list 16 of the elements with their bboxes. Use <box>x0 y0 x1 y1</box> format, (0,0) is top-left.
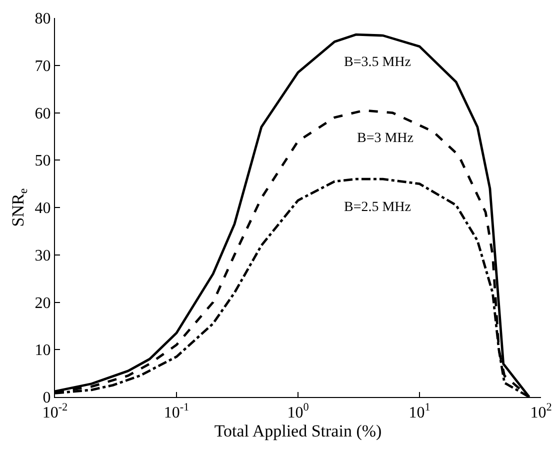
x-axis-title: Total Applied Strain (%) <box>214 422 382 441</box>
x-tick-label: 10$^{-1}$ <box>164 402 190 422</box>
series-label: B=2.5 MHz <box>344 200 412 215</box>
y-tick-label: 80 <box>34 10 51 28</box>
y-tick-label: 20 <box>34 294 51 312</box>
y-tick-label: 60 <box>34 105 51 122</box>
y-tick-label: 40 <box>34 200 51 218</box>
y-tick-label: 10 <box>34 342 51 360</box>
x-tick-label: 10$^{1}$ <box>408 402 430 422</box>
x-tick-label: 10$^{2}$ <box>530 402 552 422</box>
y-tick-label: 50 <box>34 152 51 170</box>
series-label: B=3.5 MHz <box>344 55 412 70</box>
y-tick-label: 30 <box>34 247 51 264</box>
y-tick-label: 70 <box>34 58 51 75</box>
x-tick-label: 10$^{0}$ <box>287 402 310 422</box>
series-label: B=3 MHz <box>357 131 414 146</box>
